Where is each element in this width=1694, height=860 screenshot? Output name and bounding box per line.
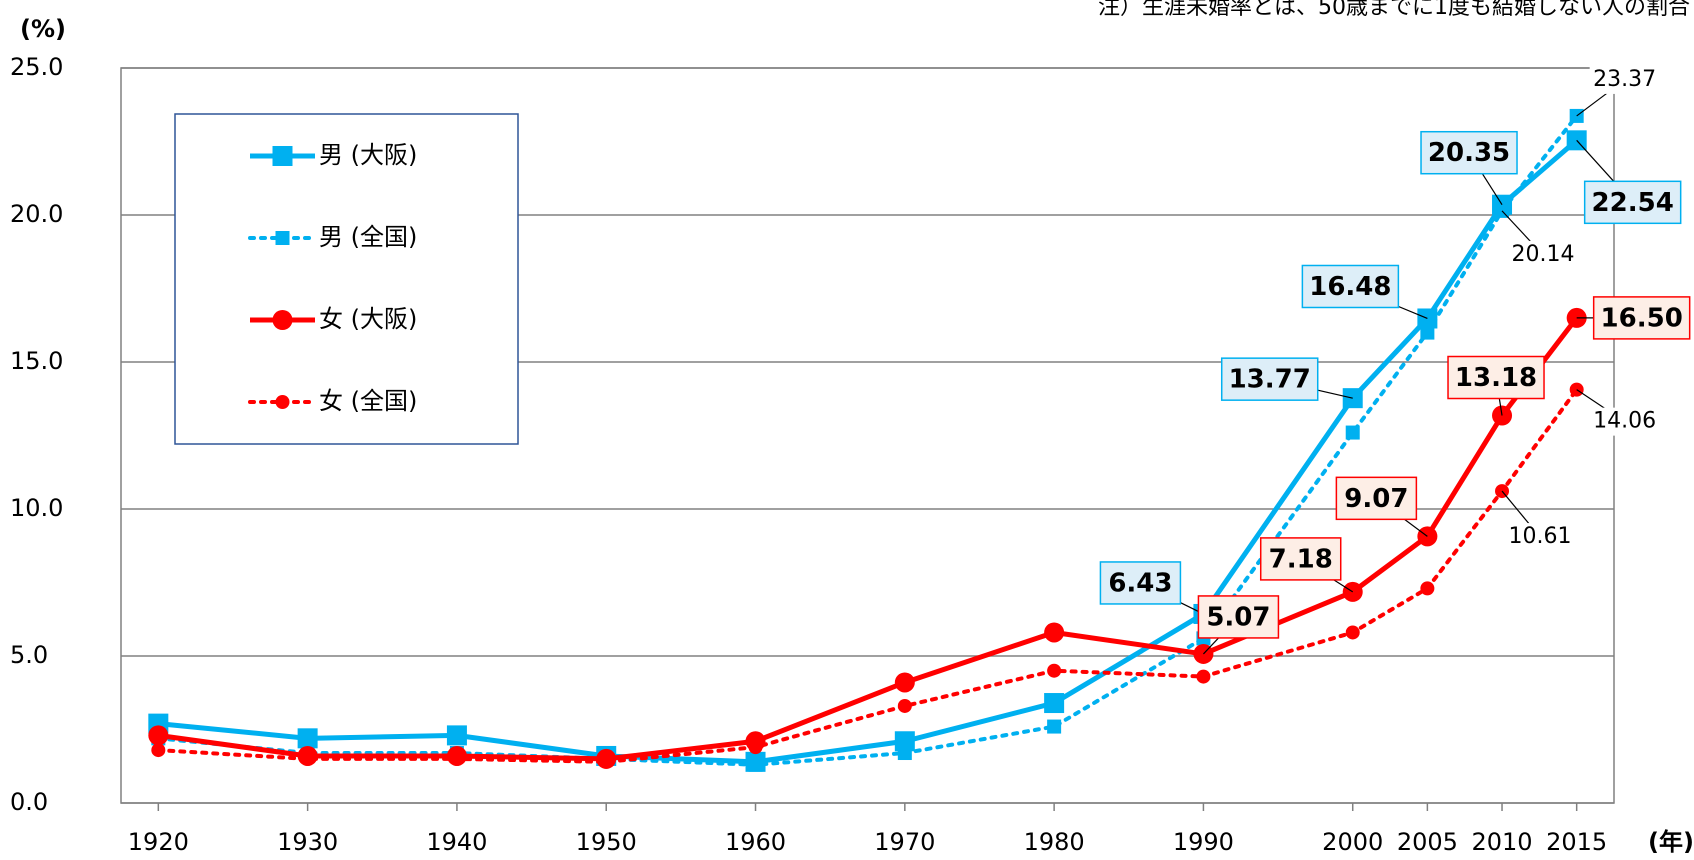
label-box [1220,357,1319,401]
legend-label: 女 (大阪) [319,305,417,333]
legend-box [174,113,519,445]
x-tick-label: 2015 [1546,828,1607,856]
legend-marker [272,146,293,166]
x-tick-label: 1970 [874,828,935,856]
legend-label: 女 (全国) [319,387,417,415]
y-tick-label: 5.0 [10,641,48,669]
marker [1047,663,1062,678]
data-label-box: 22.54 [1583,180,1682,225]
x-tick-label: 1930 [277,828,338,856]
label-bg [1505,523,1576,552]
label-box [1197,595,1280,639]
marker [300,751,315,766]
label-bg [1508,240,1579,269]
x-tick-label: 1980 [1024,828,1085,856]
label-box [1592,296,1691,340]
marker [599,754,614,769]
x-tick-label: 1960 [725,828,786,856]
marker [1420,581,1435,596]
marker [148,725,169,746]
data-label: 13.77 [1229,365,1311,395]
data-label: 5.07 [1206,602,1270,632]
marker [1345,425,1360,440]
data-label-box: 5.07 [1197,595,1280,639]
data-label-box: 13.18 [1447,355,1545,400]
series-line [157,316,1579,762]
series-line [158,138,1579,765]
marker [1345,625,1360,640]
y-tick-label: 0.0 [10,788,48,816]
label-box [1335,476,1418,521]
marker [748,757,763,772]
legend-label: 男 (全国) [319,223,417,251]
data-label: 16.48 [1309,272,1391,302]
label-bg [1589,407,1660,436]
marker [1196,669,1211,684]
label-bg [1589,65,1660,94]
data-label: 23.37 [1593,67,1656,92]
data-label: 7.18 [1269,544,1333,574]
label-box [1420,130,1518,175]
data-label: 13.18 [1455,363,1537,393]
legend-label: 男 (大阪) [319,141,417,169]
marker [1047,719,1062,734]
marker [1420,325,1435,340]
label-box [1583,180,1682,225]
data-label-box: 9.07 [1335,476,1418,521]
marker [897,746,912,761]
data-label-box: 20.35 [1420,130,1518,175]
y-tick-label: 10.0 [10,494,63,522]
marker [748,740,763,755]
y-tick-label: 25.0 [10,53,63,81]
x-tick-label: 2005 [1397,828,1458,856]
marker [897,698,912,713]
legend-marker [275,395,290,409]
x-tick-label: 2000 [1322,828,1383,856]
label-box [1301,264,1400,309]
data-label: 20.35 [1428,138,1510,168]
series-line [156,387,1579,764]
data-label: 22.54 [1592,188,1674,218]
data-label-box: 13.77 [1220,357,1319,401]
y-tick-label: 20.0 [10,200,63,228]
y-tick-label: 15.0 [10,347,63,375]
data-label: 9.07 [1344,484,1408,514]
note: 注）生涯未婚率とは、50歳までに1度も結婚しない人の割合 [1098,0,1690,20]
x-tick-label: 1920 [128,828,189,856]
x-tick-label: 1990 [1173,828,1234,856]
data-label: 20.14 [1512,242,1575,267]
x-unit: (年) [1648,828,1694,856]
legend-marker [272,310,293,330]
marker [449,751,464,766]
label-box [1259,537,1342,581]
marker [297,728,318,749]
marker [894,672,915,693]
marker [446,725,467,746]
data-label-box: 16.50 [1592,296,1691,340]
data-label: 10.61 [1509,524,1572,549]
y-unit: (%) [20,15,66,43]
x-tick-label: 1950 [576,828,637,856]
marker [151,743,166,758]
data-label: 14.06 [1593,409,1656,434]
x-tick-label: 2010 [1471,828,1532,856]
label-box [1447,355,1545,400]
data-label-box: 16.48 [1301,264,1400,309]
legend-marker [275,231,290,245]
data-label: 16.50 [1601,303,1683,333]
data-label: 6.43 [1108,568,1172,598]
x-tick-label: 1940 [426,828,487,856]
data-label-box: 7.18 [1259,537,1342,581]
series-line [156,113,1579,767]
data-label-box: 6.43 [1099,561,1182,605]
marker [1044,693,1065,714]
label-box [1099,561,1182,605]
marker [1044,622,1065,643]
